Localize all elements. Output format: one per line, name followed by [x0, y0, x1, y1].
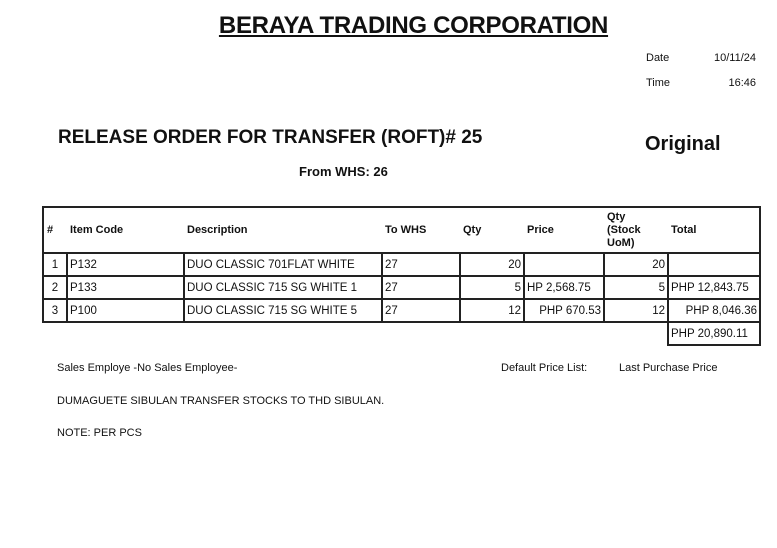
total: PHP 12,843.75 [667, 275, 761, 300]
qty: 20 [459, 252, 525, 277]
to-whs: 27 [381, 298, 461, 323]
col-description: Description [184, 206, 382, 253]
description: DUO CLASSIC 715 SG WHITE 1 [183, 275, 383, 300]
remarks: DUMAGUETE SIBULAN TRANSFER STOCKS TO THD… [57, 395, 385, 407]
table-row: 2 P133 DUO CLASSIC 715 SG WHITE 1 27 5 H… [42, 275, 761, 300]
item-code: P100 [66, 298, 185, 323]
total: PHP 8,046.36 [667, 298, 761, 323]
qty-uom: 20 [603, 252, 669, 277]
qty: 12 [459, 298, 525, 323]
time-label: Time [646, 77, 671, 89]
description: DUO CLASSIC 715 SG WHITE 5 [183, 298, 383, 323]
document-title: RELEASE ORDER FOR TRANSFER (ROFT)# 25 [58, 127, 483, 148]
table-row: 1 P132 DUO CLASSIC 701FLAT WHITE 27 20 2… [42, 252, 761, 277]
row-no: 3 [42, 298, 68, 323]
qty: 5 [459, 275, 525, 300]
to-whs: 27 [381, 275, 461, 300]
col-qty-uom: Qty (Stock UoM) [604, 206, 668, 253]
price-list-value: Last Purchase Price [619, 362, 718, 374]
col-qty: Qty [460, 206, 524, 253]
time-value: 16:46 [728, 77, 756, 89]
spacer [43, 322, 668, 345]
item-code: P133 [66, 275, 185, 300]
items-table: # Item Code Description To WHS Qty Price… [42, 206, 761, 346]
note: NOTE: PER PCS [57, 427, 142, 439]
qty-uom: 5 [603, 275, 669, 300]
total [667, 252, 761, 277]
price-list-label: Default Price List: [501, 362, 588, 374]
to-whs: 27 [381, 252, 461, 277]
sales-employee: Sales Employe -No Sales Employee- [57, 362, 238, 374]
copy-label: Original [645, 133, 721, 155]
from-warehouse: From WHS: 26 [299, 164, 388, 179]
item-code: P132 [66, 252, 185, 277]
qty-uom: 12 [603, 298, 669, 323]
description: DUO CLASSIC 701FLAT WHITE [183, 252, 383, 277]
price: PHP 670.53 [523, 298, 605, 323]
col-total: Total [668, 206, 761, 253]
grand-total: PHP 20,890.11 [667, 321, 761, 346]
row-no: 1 [42, 252, 68, 277]
company-name: BERAYA TRADING CORPORATION [218, 12, 609, 39]
col-item-code: Item Code [67, 206, 184, 253]
price [523, 252, 605, 277]
price: HP 2,568.75 [523, 275, 605, 300]
col-price: Price [524, 206, 604, 253]
date-value: 10/11/24 [713, 52, 756, 64]
col-to-whs: To WHS [382, 206, 460, 253]
grand-total-row: PHP 20,890.11 [43, 321, 761, 346]
table-header: # Item Code Description To WHS Qty Price… [42, 206, 761, 253]
table-row: 3 P100 DUO CLASSIC 715 SG WHITE 5 27 12 … [42, 298, 761, 323]
col-no: # [42, 206, 67, 253]
date-label: Date [646, 52, 670, 64]
row-no: 2 [42, 275, 68, 300]
